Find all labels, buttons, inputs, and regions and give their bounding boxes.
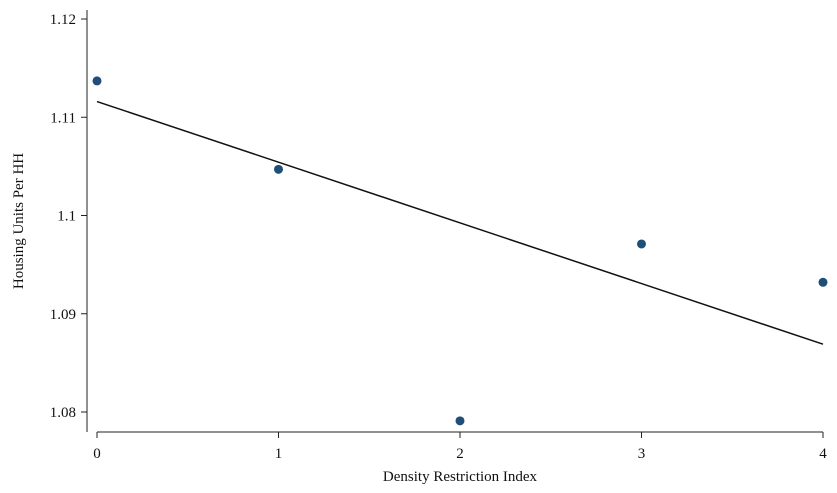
plot-area: 0 1 2 3 4 1.08 1.09 1.1 1.11 1.12 [50, 10, 828, 462]
x-tick-label: 1 [275, 446, 283, 462]
x-tick-label: 0 [93, 446, 101, 462]
data-point [818, 277, 828, 287]
fit-line [96, 100, 824, 345]
y-axis-ticks: 1.08 1.09 1.1 1.11 1.12 [50, 12, 87, 421]
data-point [92, 76, 102, 86]
y-axis-title: Housing Units Per HH [11, 153, 27, 289]
data-point [274, 164, 283, 174]
x-tick-label: 3 [638, 446, 646, 462]
data-points [92, 76, 828, 426]
y-tick-label: 1.08 [50, 405, 76, 421]
x-axis-title: Density Restriction Index [383, 469, 538, 485]
x-tick-label: 4 [819, 446, 827, 462]
y-tick-label: 1.1 [57, 209, 76, 225]
data-point [637, 239, 646, 249]
x-tick-label: 2 [456, 446, 464, 462]
y-tick-label: 1.11 [50, 110, 76, 126]
x-axis-ticks: 0 1 2 3 4 [93, 432, 827, 462]
data-point [455, 416, 465, 426]
y-tick-label: 1.12 [50, 12, 76, 28]
y-tick-label: 1.09 [50, 307, 76, 323]
